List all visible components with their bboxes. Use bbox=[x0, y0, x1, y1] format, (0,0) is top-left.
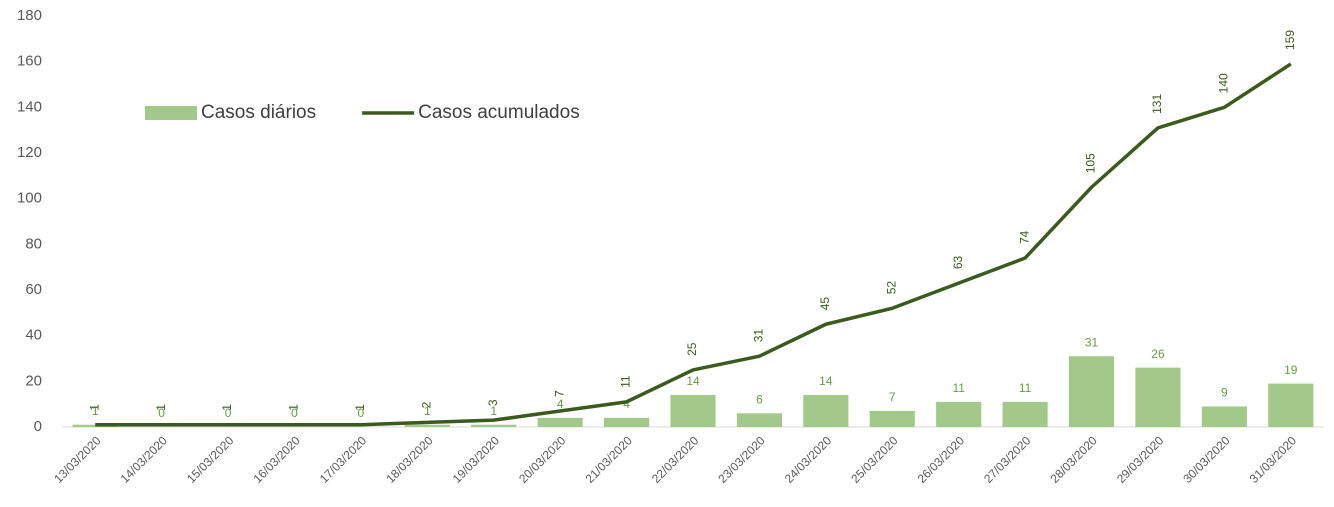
line-value-label: 140 bbox=[1217, 73, 1231, 93]
line-value-label: 31 bbox=[752, 329, 766, 343]
x-tick-label: 18/03/2020 bbox=[383, 433, 436, 486]
x-tick-label: 19/03/2020 bbox=[450, 433, 503, 486]
x-tick-label: 21/03/2020 bbox=[583, 433, 636, 486]
x-tick-label: 25/03/2020 bbox=[848, 433, 901, 486]
x-tick-label: 17/03/2020 bbox=[317, 433, 370, 486]
bar-value-label: 19 bbox=[1284, 363, 1298, 377]
bar-value-label: 31 bbox=[1085, 335, 1099, 349]
x-tick-label: 16/03/2020 bbox=[250, 433, 303, 486]
bar bbox=[471, 425, 516, 427]
x-tick-label: 28/03/2020 bbox=[1048, 433, 1101, 486]
line-value-label: 131 bbox=[1150, 94, 1164, 114]
y-tick-label: 180 bbox=[17, 7, 42, 24]
x-tick-label: 30/03/2020 bbox=[1180, 433, 1233, 486]
x-tick-label: 22/03/2020 bbox=[649, 433, 702, 486]
y-tick-label: 20 bbox=[25, 372, 42, 389]
chart: 0 20 40 60 80 100 120 140 160 180 13/03/2020 14/03/… bbox=[0, 0, 1334, 507]
y-tick-label: 100 bbox=[17, 190, 42, 207]
bar-value-label: 7 bbox=[889, 390, 896, 404]
y-tick-label: 140 bbox=[17, 98, 42, 115]
bar-value-label: 9 bbox=[1221, 386, 1228, 400]
line-value-label: 74 bbox=[1017, 230, 1031, 244]
bar-value-label: 11 bbox=[952, 381, 965, 395]
line-value-label: 2 bbox=[419, 401, 433, 408]
legend-label: Casos acumulados bbox=[418, 102, 580, 123]
x-tick-label: 27/03/2020 bbox=[981, 433, 1034, 486]
bar bbox=[604, 418, 649, 427]
line-value-label: 7 bbox=[552, 390, 566, 397]
bar bbox=[1202, 406, 1247, 427]
line-value-label: 1 bbox=[287, 404, 301, 411]
x-tick-label: 20/03/2020 bbox=[516, 433, 569, 486]
legend-label: Casos diários bbox=[201, 102, 316, 123]
bar bbox=[538, 418, 583, 427]
line-value-label: 3 bbox=[486, 399, 500, 406]
y-tick-label: 160 bbox=[17, 53, 42, 70]
bar bbox=[405, 425, 450, 427]
x-tick-label: 29/03/2020 bbox=[1114, 433, 1167, 486]
x-tick-label: 13/03/2020 bbox=[51, 433, 104, 486]
legend-swatch bbox=[145, 106, 197, 120]
bar bbox=[1135, 368, 1180, 427]
bar bbox=[1003, 402, 1048, 427]
y-tick-label: 60 bbox=[25, 281, 42, 298]
y-tick-label: 40 bbox=[25, 327, 42, 344]
line-value-label: 159 bbox=[1283, 30, 1297, 50]
x-tick-label: 26/03/2020 bbox=[915, 433, 968, 486]
bar bbox=[1069, 356, 1114, 427]
y-tick-label: 80 bbox=[25, 235, 42, 252]
bar bbox=[870, 411, 915, 427]
bar-value-label: 26 bbox=[1151, 347, 1165, 361]
x-tick-label: 24/03/2020 bbox=[782, 433, 835, 486]
bar bbox=[670, 395, 715, 427]
bar-value-label: 6 bbox=[756, 392, 763, 406]
line-value-label: 1 bbox=[87, 404, 101, 411]
y-tick-label: 120 bbox=[17, 144, 42, 161]
bar-value-label: 11 bbox=[1019, 381, 1032, 395]
line-value-label: 63 bbox=[951, 255, 965, 269]
x-tick-label: 15/03/2020 bbox=[184, 433, 237, 486]
line-value-label: 25 bbox=[685, 342, 699, 356]
line-value-label: 1 bbox=[220, 404, 234, 411]
bar-value-label: 14 bbox=[819, 374, 833, 388]
line-value-label: 1 bbox=[154, 404, 168, 411]
x-tick-label: 23/03/2020 bbox=[715, 433, 768, 486]
bar bbox=[803, 395, 848, 427]
line-value-label: 11 bbox=[619, 375, 633, 388]
x-tick-label: 14/03/2020 bbox=[118, 433, 171, 486]
line-value-label: 45 bbox=[818, 297, 832, 311]
line-value-label: 105 bbox=[1084, 153, 1098, 173]
bar bbox=[737, 413, 782, 427]
bar-value-label: 14 bbox=[686, 374, 700, 388]
y-tick-label: 0 bbox=[34, 418, 42, 435]
line-value-label: 52 bbox=[884, 281, 898, 295]
line-value-label: 1 bbox=[353, 404, 367, 411]
bar bbox=[1268, 384, 1313, 427]
bar bbox=[936, 402, 981, 427]
x-tick-label: 31/03/2020 bbox=[1247, 433, 1300, 486]
